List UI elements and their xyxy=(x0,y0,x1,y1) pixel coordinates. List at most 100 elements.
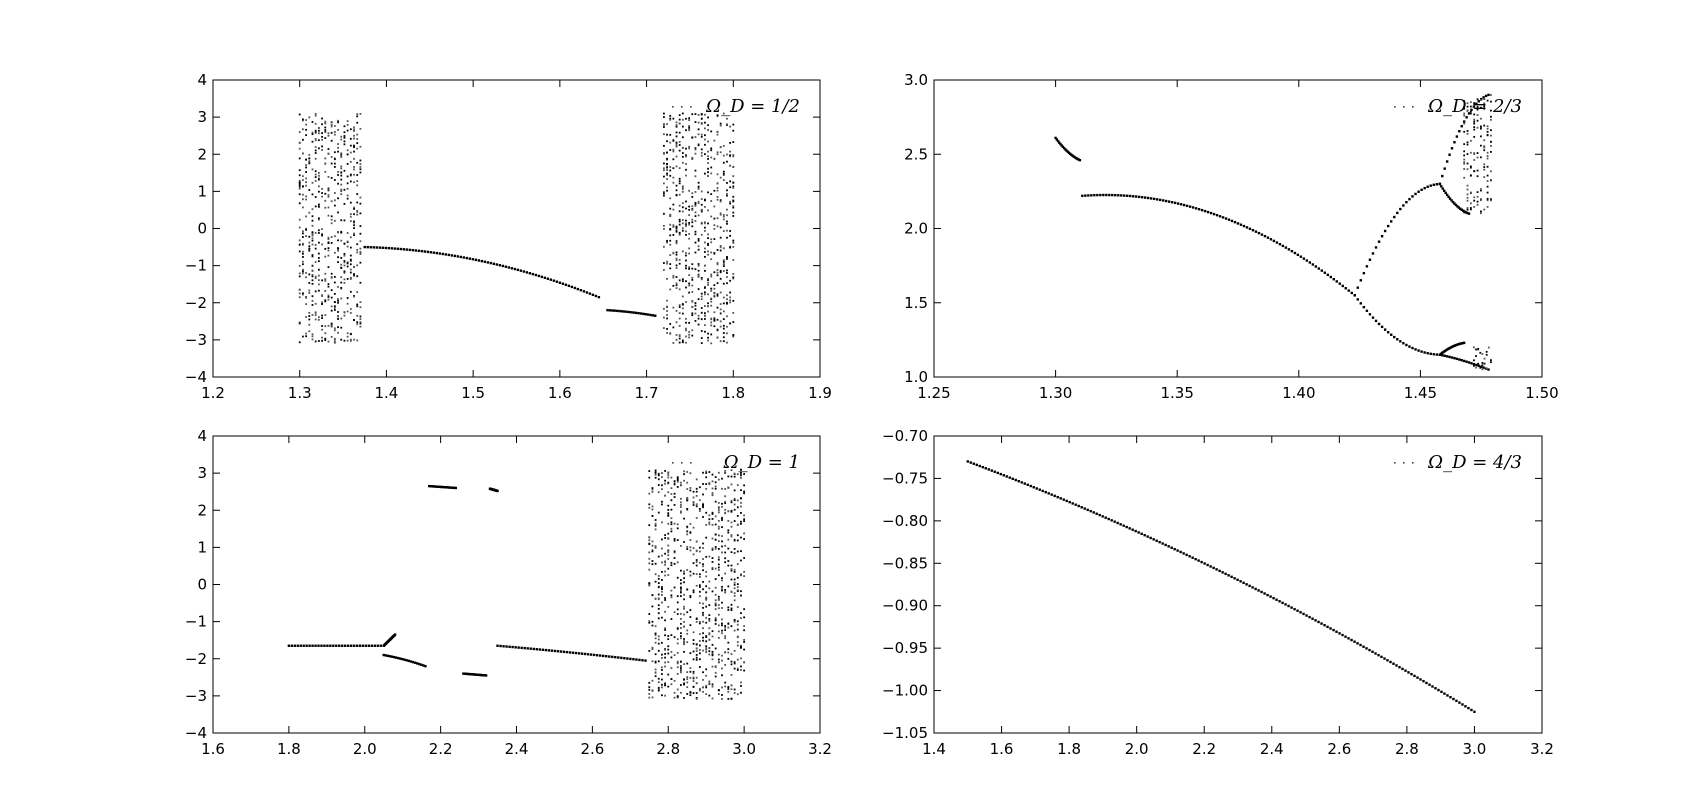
curve-point xyxy=(1105,193,1108,197)
subplot-3: 1.6 1.8 2.0 2.2 2.4 2.6 2.8 3.0 3.2−4−3−2−101234… xyxy=(185,427,832,758)
chaos-point xyxy=(710,172,713,175)
chaos-point xyxy=(327,187,330,190)
curve-point xyxy=(489,261,493,265)
chaos-point xyxy=(681,185,684,188)
chaos-point xyxy=(675,193,678,196)
chaos-point xyxy=(676,628,679,630)
curve-point xyxy=(1332,628,1335,632)
chaos-point xyxy=(743,518,746,521)
chaos-point xyxy=(308,315,311,317)
chaos-point xyxy=(695,692,698,694)
chaos-point xyxy=(721,632,723,635)
chaos-point xyxy=(711,650,714,653)
chaos-point xyxy=(740,559,742,562)
curve-point xyxy=(405,659,408,662)
chaos-point xyxy=(317,283,320,286)
curve-point xyxy=(1090,194,1093,197)
chaos-point xyxy=(694,304,697,307)
curve-point xyxy=(1093,193,1096,197)
chaos-point xyxy=(692,547,695,550)
curve-point xyxy=(541,648,545,651)
chaos-point xyxy=(697,264,700,267)
curve-point xyxy=(1458,701,1461,704)
chaos-point xyxy=(657,597,660,600)
chaos-point xyxy=(1466,208,1469,211)
chaos-point xyxy=(667,635,670,637)
curve-point xyxy=(632,658,635,661)
curve-point xyxy=(1356,286,1359,289)
chaos-point xyxy=(673,586,676,589)
x-tick-label: 1.5 xyxy=(461,384,485,402)
chaos-point xyxy=(685,301,687,303)
chaos-point xyxy=(340,167,343,170)
chaos-point xyxy=(337,331,339,334)
chaos-point xyxy=(694,230,697,233)
curve-point xyxy=(387,246,390,250)
chaos-point xyxy=(311,215,314,218)
chaos-point xyxy=(736,576,739,579)
chaos-point xyxy=(702,542,704,545)
chaos-point xyxy=(704,305,706,307)
curve-point xyxy=(1296,609,1299,612)
chaos-point xyxy=(714,671,717,674)
curve-point xyxy=(384,246,387,250)
chaos-point xyxy=(724,551,727,554)
chaos-point xyxy=(707,222,709,225)
chaos-point xyxy=(1466,162,1469,165)
chaos-point xyxy=(716,306,719,309)
curve-point xyxy=(508,645,511,648)
chaos-point xyxy=(346,339,349,342)
chaos-point xyxy=(654,660,657,663)
chaos-point xyxy=(664,470,666,472)
curve-point xyxy=(1338,282,1341,285)
chaos-point xyxy=(711,654,714,656)
chaos-point xyxy=(346,175,349,178)
chaos-point xyxy=(733,619,736,621)
chaos-point xyxy=(324,300,327,303)
curve-point xyxy=(1326,273,1329,277)
chaos-point xyxy=(298,250,301,253)
curve-point xyxy=(1335,630,1338,633)
chaos-point xyxy=(700,151,703,154)
chaos-point xyxy=(711,685,714,688)
chaos-point xyxy=(648,557,651,560)
chaos-point xyxy=(311,181,314,184)
chaos-point xyxy=(298,113,301,116)
chaos-point xyxy=(719,212,722,215)
legend-marker xyxy=(1394,462,1396,464)
chaos-point xyxy=(698,486,701,489)
curve-point xyxy=(1470,362,1473,365)
chaos-point xyxy=(676,601,679,604)
chaos-point xyxy=(1490,140,1492,143)
chaos-point xyxy=(743,625,746,627)
curve-point xyxy=(1185,553,1188,557)
chaos-point xyxy=(702,588,704,591)
curve-point xyxy=(978,464,981,468)
curve-point xyxy=(1017,480,1020,483)
chaos-point xyxy=(333,192,336,194)
chaos-point xyxy=(717,636,720,639)
chaos-point xyxy=(700,233,703,236)
chaos-point xyxy=(743,514,746,517)
curve-point xyxy=(1444,349,1448,352)
curve-point xyxy=(576,287,580,291)
curve-point xyxy=(480,259,484,263)
curve-point xyxy=(1420,350,1423,353)
chaos-point xyxy=(308,245,311,248)
chaos-point xyxy=(305,171,308,173)
y-tick-label: −1 xyxy=(185,613,207,631)
chaos-point xyxy=(710,342,713,345)
chaos-point xyxy=(308,161,311,164)
chaos-point xyxy=(688,223,691,226)
chaos-point xyxy=(1473,359,1475,362)
chaos-point xyxy=(1486,206,1489,208)
chaos-point xyxy=(733,520,736,522)
curve-point xyxy=(1144,196,1147,199)
chaos-point xyxy=(717,599,720,601)
curve-point xyxy=(1044,490,1047,494)
curve-point xyxy=(1227,218,1231,221)
curve-point xyxy=(1278,243,1282,246)
chaos-point xyxy=(359,145,362,148)
chaos-point xyxy=(330,324,333,327)
curve-point xyxy=(529,647,532,650)
